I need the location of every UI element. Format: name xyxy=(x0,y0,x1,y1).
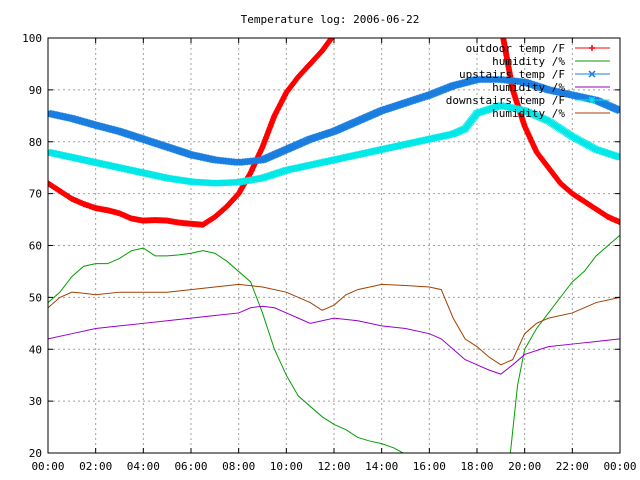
data-point xyxy=(616,107,620,115)
legend-item-outdoor-temp-f: outdoor temp /F xyxy=(466,42,610,55)
series-humidity xyxy=(509,234,620,453)
series-line xyxy=(48,247,404,453)
y-tick-label: 50 xyxy=(29,291,42,304)
series-upstairs-temp-f xyxy=(48,75,620,167)
x-tick-label: 10:00 xyxy=(270,460,303,473)
series-downstairs-temp-f xyxy=(48,102,620,187)
chart-title: Temperature log: 2006-06-22 xyxy=(241,13,420,26)
x-tick-label: 12:00 xyxy=(317,460,350,473)
legend-item-humidity: humidity /% xyxy=(492,55,610,68)
legend-item-downstairs-temp-f: downstairs temp /F xyxy=(446,94,610,107)
legend-marker xyxy=(588,96,596,104)
y-tick-label: 70 xyxy=(29,188,42,201)
legend-label: outdoor temp /F xyxy=(466,42,565,55)
series-line xyxy=(48,305,620,375)
legend-label: humidity /% xyxy=(492,81,565,94)
x-tick-label: 18:00 xyxy=(460,460,493,473)
legend-item-upstairs-temp-f: upstairs temp /F xyxy=(459,68,610,81)
data-point xyxy=(327,38,334,43)
legend-item-humidity: humidity /% xyxy=(492,107,610,120)
series-outdoor-temp-f xyxy=(48,38,335,228)
x-tick-label: 14:00 xyxy=(365,460,398,473)
y-tick-label: 90 xyxy=(29,84,42,97)
legend-label: downstairs temp /F xyxy=(446,94,565,107)
y-tick-label: 30 xyxy=(29,395,42,408)
x-tick-label: 02:00 xyxy=(79,460,112,473)
x-tick-label: 04:00 xyxy=(127,460,160,473)
y-tick-label: 80 xyxy=(29,136,42,149)
x-tick-label: 08:00 xyxy=(222,460,255,473)
series-layer xyxy=(48,38,620,453)
x-tick-label: 20:00 xyxy=(508,460,541,473)
x-tick-label: 16:00 xyxy=(413,460,446,473)
legend-label: upstairs temp /F xyxy=(459,68,565,81)
data-point xyxy=(617,219,620,226)
legend-marker xyxy=(588,70,596,78)
axis-ticks: 00:00 02:00 04:00 06:00 08:00 10:00 12:00 14:00… xyxy=(22,32,636,473)
y-tick-label: 60 xyxy=(29,240,42,253)
legend-label: humidity /% xyxy=(492,107,565,120)
series-humidity xyxy=(48,283,620,366)
legend-marker xyxy=(589,45,595,51)
series-line xyxy=(48,38,335,228)
series-line xyxy=(509,234,620,453)
y-tick-label: 20 xyxy=(29,447,42,460)
series-humidity xyxy=(48,305,620,375)
x-tick-label: 22:00 xyxy=(556,460,589,473)
x-tick-label: 00:00 xyxy=(31,460,64,473)
x-tick-label: 06:00 xyxy=(174,460,207,473)
data-point xyxy=(328,38,335,41)
series-humidity xyxy=(48,247,404,453)
x-tick-label: 00:00 xyxy=(603,460,636,473)
series-line xyxy=(48,283,620,366)
legend-item-humidity: humidity /% xyxy=(492,81,610,94)
legend-label: humidity /% xyxy=(492,55,565,68)
y-tick-label: 100 xyxy=(22,32,42,45)
y-tick-label: 40 xyxy=(29,343,42,356)
